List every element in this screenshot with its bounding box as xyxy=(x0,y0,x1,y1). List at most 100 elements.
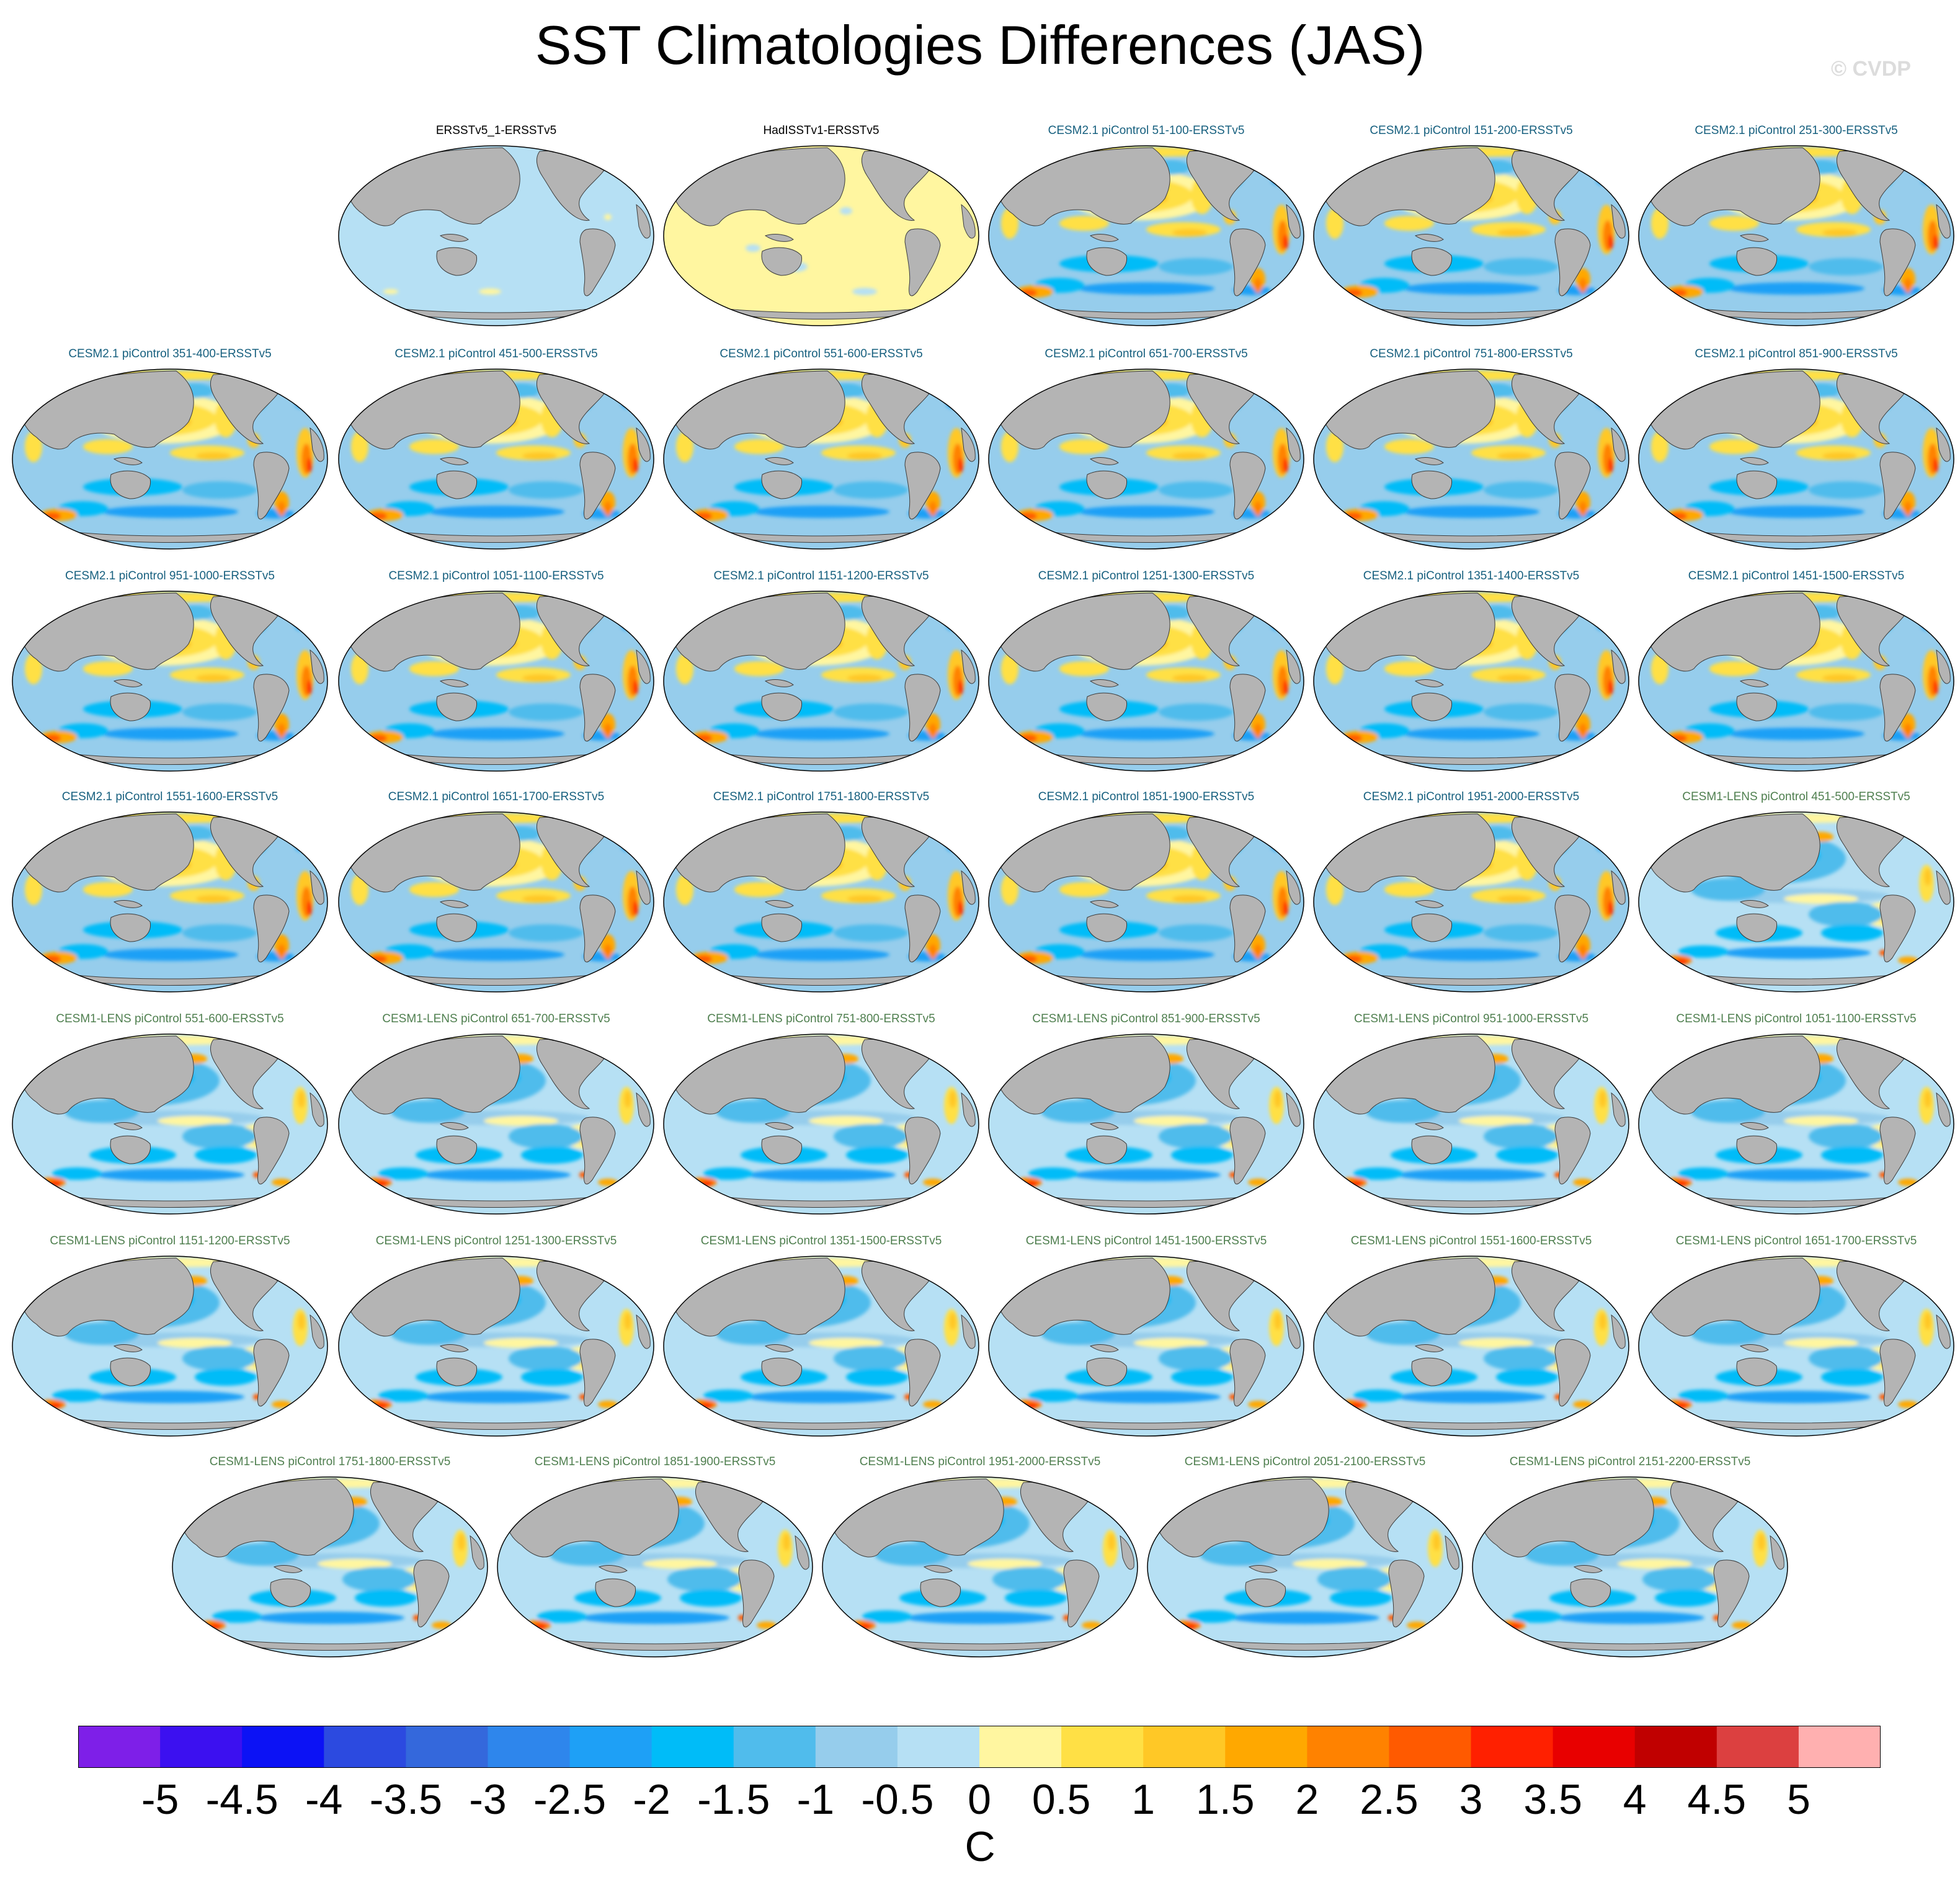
greenland-landmass xyxy=(275,372,300,389)
sst-anomaly-region xyxy=(522,452,557,460)
maritime-continent xyxy=(764,457,794,465)
map-panel: CESM1-LENS piControl 651-700-ERSSTv5 xyxy=(335,1012,657,1248)
sst-anomaly-region xyxy=(538,1484,561,1491)
map-panel-title: CESM2.1 piControl 1651-1700-ERSSTv5 xyxy=(388,790,605,803)
sst-anomaly-region xyxy=(1248,1401,1268,1408)
sst-anomaly-region xyxy=(1898,957,1918,964)
sst-anomaly-region xyxy=(1608,458,1613,473)
map-border xyxy=(12,1256,328,1437)
australia-landmass xyxy=(436,470,478,499)
sst-anomaly-region xyxy=(509,481,583,499)
map-panel: CESM1-LENS piControl 1651-1700-ERSSTv5 xyxy=(1635,1234,1958,1470)
sst-anomaly-region xyxy=(428,506,564,518)
map-border xyxy=(1313,145,1629,326)
map-panel-title: CESM2.1 piControl 751-800-ERSSTv5 xyxy=(1370,347,1573,360)
sst-anomaly-region xyxy=(1484,1124,1558,1149)
africa-west-landmass xyxy=(310,649,324,684)
greenland-landmass xyxy=(275,1037,300,1054)
colorbar-tick-label: 4.5 xyxy=(1687,1776,1747,1823)
africa-west-landmass xyxy=(470,1535,484,1570)
sst-anomaly-region xyxy=(428,948,564,961)
maritime-continent xyxy=(1414,1344,1444,1352)
sst-difference-map xyxy=(1313,591,1629,772)
south-america-landmass xyxy=(1229,1339,1266,1407)
map-border xyxy=(12,591,328,772)
sst-anomaly-region xyxy=(96,1169,244,1181)
australia-landmass xyxy=(110,1357,151,1386)
australia-landmass xyxy=(761,470,803,499)
africa-west-landmass xyxy=(636,203,651,239)
sst-anomaly-region xyxy=(1484,924,1558,942)
africa-west-landmass xyxy=(636,870,651,905)
maritime-continent xyxy=(1739,1122,1769,1130)
south-america-landmass xyxy=(904,1339,941,1407)
sst-anomaly-region xyxy=(703,818,728,824)
maritime-continent xyxy=(1414,234,1444,242)
map-panel: CESM2.1 piControl 151-200-ERSSTv5 xyxy=(1310,124,1633,360)
australia-landmass xyxy=(436,692,478,721)
map-panel: CESM2.1 piControl 1351-1400-ERSSTv5 xyxy=(1310,569,1633,805)
map-panel-title: CESM2.1 piControl 1251-1300-ERSSTv5 xyxy=(1038,569,1255,582)
sst-anomaly-region xyxy=(195,1146,257,1164)
sst-anomaly-region xyxy=(1821,924,1883,942)
maritime-continent xyxy=(1089,1122,1119,1130)
africa-west-landmass xyxy=(1936,203,1951,239)
maritime-continent xyxy=(1089,1344,1119,1352)
sst-anomaly-region xyxy=(958,680,963,695)
map-panel-title: CESM1-LENS piControl 1651-1700-ERSSTv5 xyxy=(1675,1234,1917,1247)
sst-anomaly-region xyxy=(621,620,631,630)
map-panel-title: CESM2.1 piControl 1751-1800-ERSSTv5 xyxy=(713,790,930,803)
south-america-landmass xyxy=(1879,894,1916,963)
map-panel: CESM1-LENS piControl 2151-2200-ERSSTv5 xyxy=(1469,1455,1791,1691)
map-panel: CESM1-LENS piControl 1051-1100-ERSSTv5 xyxy=(1635,1012,1958,1248)
sst-difference-map xyxy=(1313,811,1629,993)
australia-landmass xyxy=(1736,692,1778,721)
south-america-landmass xyxy=(253,1339,290,1407)
africa-west-landmass xyxy=(961,649,976,684)
sst-anomaly-region xyxy=(1722,1391,1871,1403)
sst-anomaly-region xyxy=(52,1167,102,1180)
map-panel: CESM1-LENS piControl 951-1000-ERSSTv5 xyxy=(1310,1012,1633,1248)
map-border xyxy=(988,591,1304,772)
sst-anomaly-region xyxy=(1353,152,1378,158)
sst-anomaly-region xyxy=(968,1559,1042,1569)
maritime-continent xyxy=(1089,900,1119,908)
sst-anomaly-region xyxy=(1597,398,1606,408)
sst-anomaly-region xyxy=(522,895,557,903)
sst-anomaly-region xyxy=(947,398,956,408)
sst-anomaly-region xyxy=(705,1264,727,1270)
colorbar-tick-label: 3 xyxy=(1459,1776,1483,1823)
colorbar-frame xyxy=(78,1726,1881,1768)
map-border xyxy=(988,1256,1304,1437)
greenland-landmass xyxy=(1901,594,1926,611)
sst-anomaly-region xyxy=(621,841,631,851)
africa-west-landmass xyxy=(1936,870,1951,905)
sst-anomaly-region xyxy=(458,1533,465,1551)
map-panel-title: CESM2.1 piControl 651-700-ERSSTv5 xyxy=(1045,347,1248,360)
sst-anomaly-region xyxy=(1403,506,1539,518)
africa-west-landmass xyxy=(1286,1092,1301,1127)
south-america-landmass xyxy=(253,452,290,520)
sst-anomaly-region xyxy=(1159,481,1233,499)
map-panel: CESM2.1 piControl 751-800-ERSSTv5 xyxy=(1310,347,1633,583)
greenland-landmass xyxy=(1576,1037,1601,1054)
colorbar-tick-label: -1.5 xyxy=(697,1776,770,1823)
sst-difference-map xyxy=(338,1256,654,1437)
sst-anomaly-region xyxy=(1678,1167,1728,1180)
map-panel: CESM2.1 piControl 1651-1700-ERSSTv5 xyxy=(335,790,657,1026)
sst-anomaly-region xyxy=(1678,597,1703,604)
sst-anomaly-region xyxy=(83,882,133,897)
colorbar-swatch xyxy=(324,1726,406,1768)
sst-anomaly-region xyxy=(1254,278,1262,293)
sst-anomaly-region xyxy=(307,458,312,473)
south-america-landmass xyxy=(904,1117,941,1185)
australia-landmass xyxy=(1086,1135,1128,1164)
sst-anomaly-region xyxy=(1353,375,1378,381)
sst-anomaly-region xyxy=(1618,1559,1692,1569)
sst-anomaly-region xyxy=(847,895,882,903)
sst-anomaly-region xyxy=(1028,375,1053,381)
colorbar-unit: C xyxy=(964,1823,996,1870)
sst-anomaly-region xyxy=(52,375,77,381)
colorbar-swatch xyxy=(733,1726,816,1768)
sst-anomaly-region xyxy=(1254,944,1262,959)
